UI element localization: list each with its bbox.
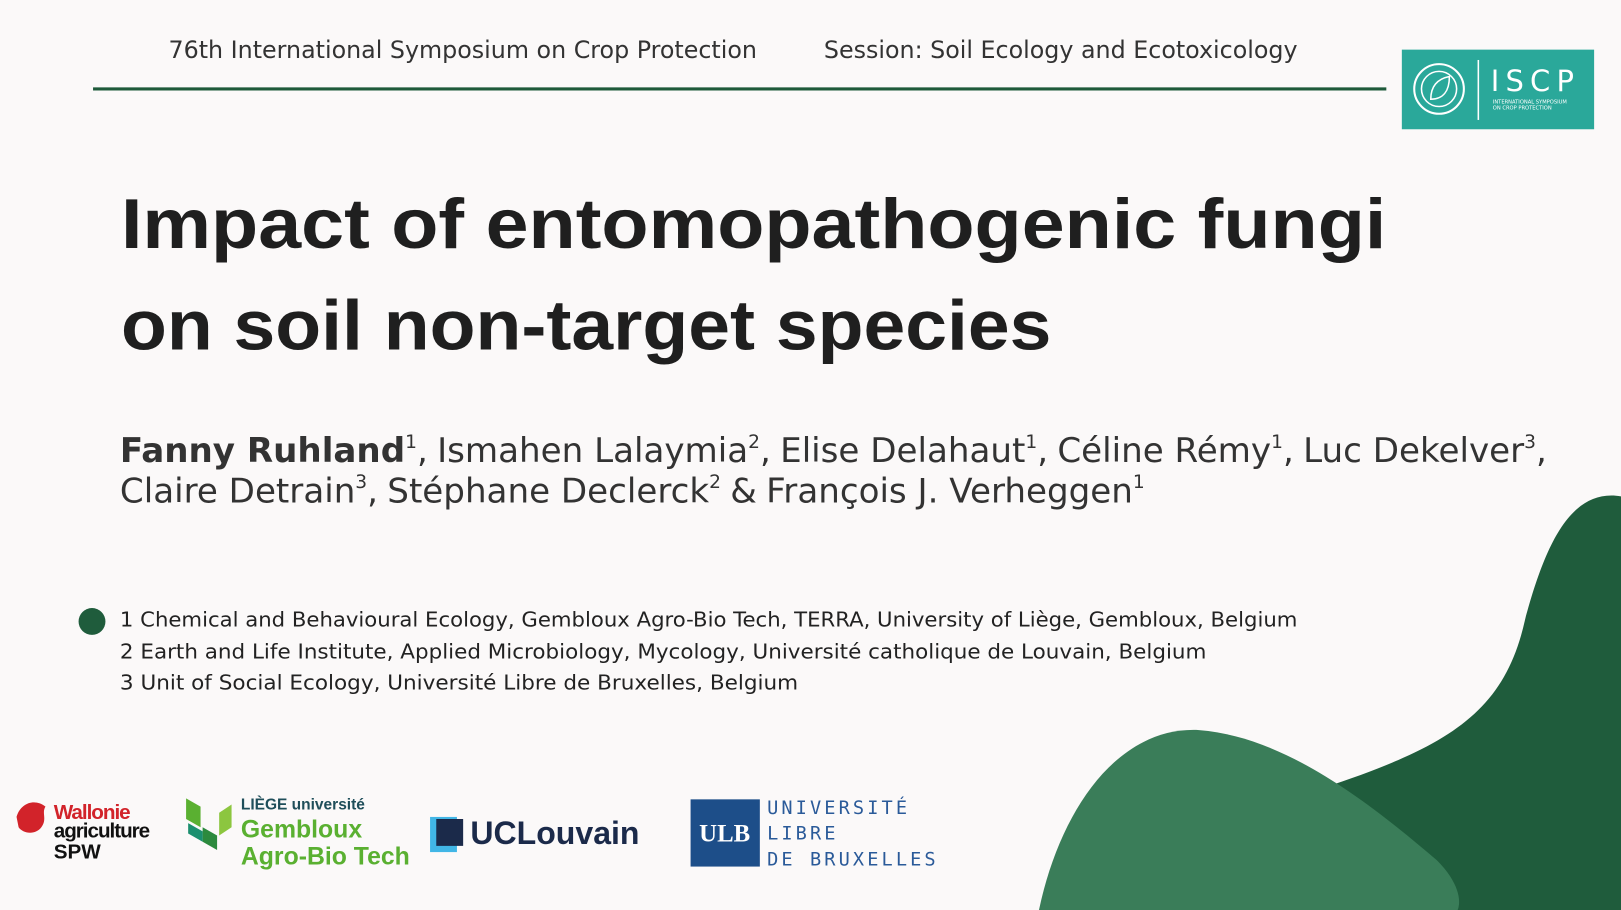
logo-text: Agro-Bio Tech: [241, 843, 410, 870]
author-name: Luc Dekelver: [1303, 431, 1525, 471]
separator: ,: [417, 431, 428, 471]
logo-text: LIÈGE université: [241, 797, 365, 814]
bullet: [78, 608, 106, 635]
affiliation-number: 2: [709, 472, 721, 493]
wallonie-logo: Wallonie agriculture SPW: [16, 801, 151, 863]
affiliation-number: 1: [1025, 432, 1037, 453]
affiliation: 1 Chemical and Behavioural Ecology, Gemb…: [120, 608, 1297, 632]
authors: Fanny Ruhland1,​Ismahen Lalaymia2,​Elise…: [120, 431, 1547, 511]
logo-shape: [219, 804, 232, 836]
separator: ,: [760, 431, 771, 471]
logo-text: LIBRE: [767, 824, 839, 845]
title-line: Impact of entomopathogenic fungi: [121, 184, 1386, 263]
session-name: Session: Soil Ecology and Ecotoxicology: [824, 36, 1298, 64]
affiliation-number: 1: [1271, 432, 1283, 453]
separator: ,: [1037, 431, 1048, 471]
author-name: Claire Detrain: [120, 472, 355, 512]
iscp-box: [1401, 49, 1595, 130]
iscp-ring: [1413, 63, 1465, 115]
rooster: [16, 802, 46, 833]
logo-shape: [436, 819, 464, 846]
logo-text: ULB: [699, 821, 750, 848]
dark-blob: [1323, 495, 1621, 910]
separator: &: [730, 472, 757, 512]
symposium-name: 76th International Symposium on Crop Pro…: [169, 36, 757, 64]
logo-text: Gembloux: [241, 817, 362, 844]
title-line: on soil non-target species: [121, 286, 1051, 365]
author-name: Fanny Ruhland: [120, 431, 405, 471]
author-line: Fanny Ruhland1,​Ismahen Lalaymia2,​Elise…: [120, 431, 1547, 471]
uclouvain-logo: UCLouvain: [430, 815, 639, 853]
logo-text: SPW: [54, 840, 102, 863]
affiliation: 2 Earth and Life Institute, Applied Micr…: [120, 640, 1207, 664]
author-name: Elise Delahaut: [780, 431, 1025, 471]
author-name: Ismahen Lalaymia: [437, 431, 748, 471]
iscp-leaf: [1430, 75, 1451, 101]
liege-logo: LIÈGE université Gembloux Agro-Bio Tech: [186, 797, 410, 871]
iscp-subtitle: INTERNATIONAL SYMPOSIUM: [1493, 99, 1567, 105]
iscp-name: ISCP: [1491, 64, 1580, 98]
affiliation-number: 1: [405, 432, 417, 453]
logo-text: UNIVERSITÉ: [767, 796, 910, 819]
author-name: François J. Verheggen: [766, 472, 1133, 512]
affiliation-number: 2: [748, 432, 760, 453]
logo-shape: [690, 799, 760, 867]
light-blob: [1038, 729, 1460, 910]
separator: ,: [367, 472, 378, 512]
author-name: Stéphane Declerck: [387, 472, 709, 512]
ulb-logo: ULB UNIVERSITÉ LIBRE DE BRUXELLES: [690, 796, 939, 871]
logo-text: agriculture: [54, 820, 150, 843]
iscp-logo: ISCP INTERNATIONAL SYMPOSIUM ON CROP PRO…: [1401, 49, 1595, 130]
affiliation-number: 3: [355, 472, 367, 493]
logo-text: UCLouvain: [470, 815, 639, 851]
separator: ,: [1283, 431, 1294, 471]
logo-shape: [188, 823, 203, 842]
logo-text: Wallonie: [54, 801, 130, 824]
iscp-subtitle: ON CROP PROTECTION: [1493, 106, 1552, 112]
logo-text: DE BRUXELLES: [767, 850, 939, 871]
iscp-ring: [1420, 70, 1458, 108]
affiliation-number: 3: [1524, 432, 1536, 453]
logo-shape: [186, 798, 201, 828]
logo-shape: [202, 827, 218, 851]
author-line: Claire Detrain3,​Stéphane Declerck2&​Fra…: [120, 472, 1145, 512]
affiliation-number: 1: [1133, 472, 1145, 493]
separator: ,: [1536, 431, 1547, 471]
affiliation: 3 Unit of Social Ecology, Université Lib…: [120, 671, 798, 695]
author-name: Céline Rémy: [1057, 431, 1271, 471]
